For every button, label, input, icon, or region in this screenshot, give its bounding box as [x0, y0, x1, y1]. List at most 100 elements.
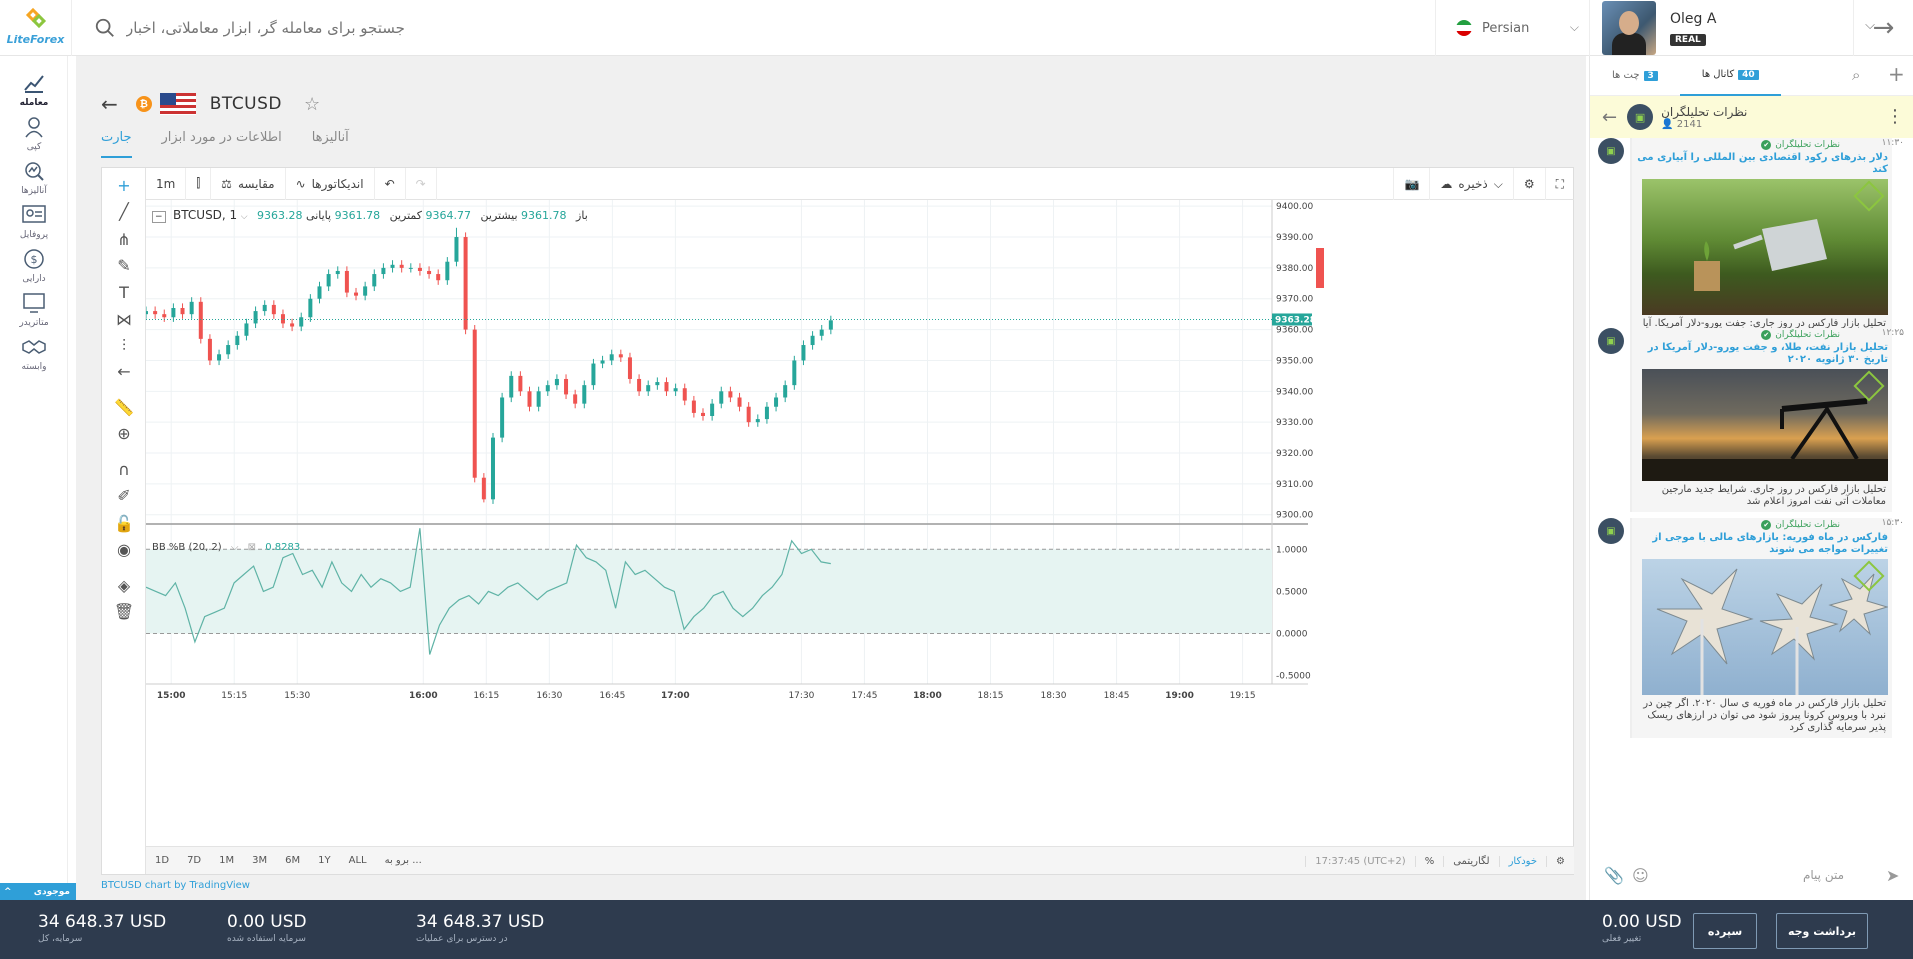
pattern-tool-icon[interactable]: ⋈ — [116, 310, 132, 329]
paperclip-icon[interactable]: 📎 — [1604, 866, 1624, 885]
prediction-tool-icon[interactable]: ⫶ — [121, 336, 126, 355]
gear-icon[interactable]: ⚙ — [1546, 855, 1574, 867]
emoji-icon[interactable]: ☺ — [1632, 866, 1649, 885]
favorite-star-icon[interactable]: ☆ — [304, 93, 321, 115]
candle-body — [326, 274, 331, 287]
money-pinwheels-image[interactable] — [1642, 559, 1888, 695]
settings-button[interactable]: ⚙ — [1512, 168, 1545, 200]
back-arrow-icon[interactable]: ← — [1602, 106, 1618, 128]
tab-chats[interactable]: چت ها 3 — [1590, 56, 1680, 96]
liteforex-logo-mark — [25, 7, 46, 30]
deposit-button[interactable]: سپرده — [1693, 913, 1757, 949]
fullscreen-button[interactable]: ⛶ — [1544, 168, 1574, 200]
tradingview-credit-link[interactable]: BTCUSD chart by TradingView — [101, 880, 250, 891]
range-3m[interactable]: 3M — [252, 855, 268, 866]
legend-collapse-icon[interactable]: − — [152, 211, 166, 223]
logo[interactable]: LiteForex — [0, 0, 72, 56]
message-title[interactable]: فارکس در ماه فوریه: بازارهای مالی با موج… — [1652, 532, 1888, 555]
tab-analytics[interactable]: آنالیزها — [311, 130, 349, 145]
nav-item-copy[interactable]: کپی — [0, 116, 68, 152]
range-1d[interactable]: 1D — [155, 855, 170, 866]
ruler-icon[interactable]: 📏 — [114, 398, 134, 417]
language-selector[interactable]: Persian ⌵ — [1435, 0, 1589, 56]
avatar — [1602, 1, 1656, 55]
user-menu[interactable]: Oleg A REAL ⌵ — [1589, 0, 1889, 56]
plus-icon[interactable]: + — [1888, 62, 1905, 86]
message-title[interactable]: تحلیل بازار نفت، طلا، و جفت یورو-دلار آم… — [1647, 342, 1888, 365]
range-1m[interactable]: 1M — [219, 855, 235, 866]
range-1y[interactable]: 1Y — [318, 855, 331, 866]
trash-icon[interactable]: 🗑 — [113, 602, 135, 621]
log-toggle[interactable]: لگاریتمی — [1443, 855, 1498, 867]
main-content: ← ₿ BTCUSD ☆ جارت اطلاعات در مورد ابزار … — [76, 56, 1586, 900]
channel-avatar: ▣ — [1598, 138, 1624, 164]
compare-button[interactable]: ⚖ مقایسه — [211, 167, 286, 200]
zoom-in-icon[interactable]: ⊕ — [117, 424, 131, 443]
withdraw-button[interactable]: برداشت وجه — [1776, 913, 1868, 949]
nav-item-profile[interactable]: پروفایل — [0, 204, 68, 240]
available-value: 34 648.37 USD — [416, 912, 545, 932]
interval-button[interactable]: 1m — [146, 167, 187, 200]
lock-icon[interactable]: 🔓 — [114, 514, 134, 533]
percent-toggle[interactable]: % — [1414, 855, 1444, 867]
candle-body — [262, 304, 267, 312]
eye-icon[interactable]: ◉ — [117, 540, 131, 559]
message-bubble: نظرات تحلیلگران دلار بذرهای رکود اقتصادی… — [1630, 138, 1892, 358]
magnet-icon[interactable]: ∩ — [118, 460, 130, 479]
x-tick-label: 18:45 — [1104, 691, 1130, 701]
search-bar[interactable] — [72, 0, 1435, 56]
nav-label: آنالیزها — [21, 186, 47, 196]
tab-instrument-info[interactable]: اطلاعات در مورد ابزار — [161, 130, 282, 145]
chart-svg[interactable]: 15:00 15:15 15:30 16:00 16:15 16:30 16:45 17:00… — [144, 200, 1574, 846]
nav-label: وابسته — [21, 362, 47, 372]
goto-button[interactable]: برو به ... — [384, 855, 422, 866]
pencil-lock-icon[interactable]: ✐ — [117, 486, 131, 505]
save-button[interactable]: ☁ ذخیره ⌵ — [1429, 168, 1512, 200]
fork-tool-icon[interactable]: ⋔ — [117, 230, 131, 249]
logout-button[interactable]: → — [1853, 0, 1913, 56]
search-icon[interactable]: ⌕ — [1852, 66, 1861, 84]
indicators-button[interactable]: ∿ اندیکاتورها — [286, 167, 375, 200]
send-icon[interactable]: ➤ — [1886, 866, 1900, 885]
message-bubble: نظرات تحلیلگران فارکس در ماه فوریه: بازا… — [1630, 518, 1892, 738]
undo-button[interactable]: ↶ — [375, 167, 406, 200]
brush-icon[interactable]: ✎ — [117, 256, 131, 275]
back-arrow-icon[interactable]: ← — [101, 92, 118, 116]
text-tool-icon[interactable]: T — [119, 283, 129, 302]
range-all[interactable]: ALL — [348, 855, 367, 866]
nav-item-assets[interactable]: $ دارایی — [0, 248, 68, 284]
arrow-left-icon[interactable]: ← — [117, 362, 131, 381]
message-title[interactable]: دلار بذرهای رکود اقتصادی بین المللی را آ… — [1637, 152, 1888, 175]
chat-input-placeholder[interactable]: متن پیام — [1802, 868, 1844, 882]
trend-line-icon[interactable]: ╱ — [119, 202, 129, 221]
screenshot-button[interactable]: 📷 — [1393, 168, 1429, 200]
nav-item-affiliate[interactable]: وابسته — [0, 336, 68, 372]
close-icon[interactable]: ⊠ — [247, 542, 257, 553]
redo-button[interactable]: ↷ — [406, 167, 437, 200]
chat-input-bar[interactable]: 📎 ☺ متن پیام ➤ — [1590, 854, 1913, 900]
tab-chart[interactable]: جارت — [101, 130, 132, 158]
x-tick-label: 17:00 — [661, 691, 690, 701]
balance-toggle[interactable]: ^ موجودی — [0, 883, 76, 900]
candle-body — [627, 357, 632, 379]
more-vertical-icon[interactable]: ⋮ — [1886, 106, 1904, 127]
nav-item-analytics[interactable]: آنالیزها — [0, 160, 68, 196]
drawing-toolbar: + ╱ ⋔ ✎ T ⋈ ⫶ ← 📏 ⊕ ∩ ✐ 🔓 ◉ ◈ 🗑 — [102, 168, 146, 874]
search-input[interactable] — [126, 19, 626, 37]
oil-pump-sunset-image[interactable] — [1642, 369, 1888, 481]
indicator-tick-label: 0.0000 — [1276, 629, 1308, 639]
range-6m[interactable]: 6M — [285, 855, 301, 866]
nav-item-metatrader[interactable]: متاتریدر — [0, 292, 68, 328]
x-tick-label: 19:00 — [1165, 691, 1194, 701]
message-bubble: نظرات تحلیلگران تحلیل بازار نفت، طلا، و … — [1630, 328, 1892, 512]
nav-item-trade[interactable]: معامله — [0, 72, 68, 108]
auto-toggle[interactable]: خودکار — [1498, 855, 1546, 867]
range-7d[interactable]: 7D — [187, 855, 202, 866]
chart-plot-area[interactable]: 15:00 15:15 15:30 16:00 16:15 16:30 16:45 17:00… — [144, 200, 1574, 846]
watering-can-money-image[interactable] — [1642, 179, 1888, 315]
tab-channels[interactable]: کانال ها 40 — [1679, 56, 1781, 96]
indicator-tick-label: 1.0000 — [1276, 545, 1308, 555]
crosshair-icon[interactable]: + — [117, 176, 131, 195]
candle-type-button[interactable]: ⫿ — [186, 167, 212, 200]
layers-icon[interactable]: ◈ — [117, 576, 131, 595]
